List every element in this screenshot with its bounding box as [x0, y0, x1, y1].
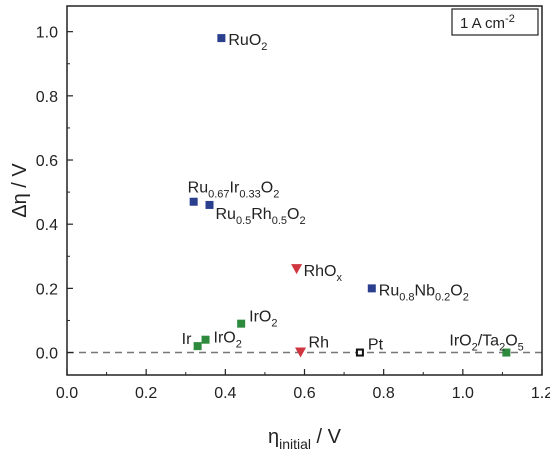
axis-ticks: 0.0 0.2 0.4 0.6 0.8 1.0 1.2 0.0 0.2 0.4 0.6 0.8 1.0 — [36, 25, 550, 402]
label-segment: Ru — [188, 180, 208, 197]
inset-label-main: 1 A cm — [460, 15, 505, 32]
data-point-label: Ir — [182, 331, 192, 348]
label-segment: 0.5 — [236, 215, 251, 227]
label-segment: x — [336, 272, 342, 284]
label-segment: 2 — [236, 339, 242, 351]
inset-annotation-text: 1 A cm-2 — [460, 13, 515, 32]
data-point — [502, 348, 511, 357]
y-axis-title: Δη / V — [9, 163, 31, 218]
label-segment: IrO — [449, 333, 471, 350]
data-point — [291, 264, 303, 275]
data-point — [189, 197, 198, 206]
label-segment: O — [450, 282, 462, 299]
label-segment: Ru — [216, 206, 236, 223]
data-point-label: Ru0.5Rh0.5O2 — [216, 206, 306, 227]
data-point — [205, 200, 214, 209]
data-point-label: IrO2/Ta2O5 — [449, 333, 523, 354]
label-segment: 2 — [499, 342, 505, 354]
y-tick-label: 0.6 — [36, 153, 58, 170]
label-segment: Ir — [182, 331, 192, 348]
label-segment: Rh — [251, 206, 271, 223]
label-segment: Ru — [379, 282, 399, 299]
label-segment: 2 — [299, 215, 305, 227]
label-segment: 5 — [518, 342, 524, 354]
data-point — [217, 34, 226, 43]
label-segment: 0.67 — [208, 189, 229, 201]
x-tick-label: 0.4 — [214, 385, 236, 402]
inset-label-sup: -2 — [505, 13, 515, 25]
data-point-label: Ru0.67Ir0.33O2 — [188, 180, 280, 201]
label-segment: RhO — [304, 263, 337, 280]
label-segment: Ir — [230, 180, 240, 197]
label-segment: 0.2 — [435, 291, 450, 303]
label-segment: IrO — [214, 330, 236, 347]
x-axis-title: ηinitial / V — [268, 426, 342, 452]
data-point — [295, 347, 307, 358]
data-point-label: Rh — [309, 335, 329, 352]
data-point-label: IrO2 — [249, 309, 277, 330]
y-tick-label: 1.0 — [36, 25, 58, 42]
label-segment: /Ta — [478, 333, 499, 350]
y-tick-label: 0.4 — [36, 217, 58, 234]
point-labels: RuO2Ru0.67Ir0.33O2Ru0.5Rh0.5O2Ru0.8Nb0.2… — [182, 32, 524, 353]
x-axis-title-sub: initial — [279, 436, 311, 452]
label-segment: 0.33 — [239, 189, 260, 201]
data-point-label: RuO2 — [228, 32, 267, 53]
label-segment: 2 — [271, 318, 277, 330]
label-segment: IrO — [249, 309, 271, 326]
label-segment: O — [505, 333, 517, 350]
label-segment: Nb — [415, 282, 436, 299]
data-point-label: RhOx — [304, 263, 343, 284]
x-tick-label: 1.2 — [531, 385, 550, 402]
data-point-label: Pt — [368, 337, 384, 354]
label-segment: O — [261, 180, 273, 197]
data-point — [201, 335, 210, 344]
label-segment: Pt — [368, 337, 384, 354]
inset-annotation-box: 1 A cm-2 — [451, 8, 539, 36]
data-point — [355, 348, 364, 357]
x-tick-label: 0.8 — [373, 385, 395, 402]
x-tick-label: 0.6 — [293, 385, 315, 402]
data-point — [237, 319, 246, 328]
y-tick-label: 0.2 — [36, 281, 58, 298]
data-point — [367, 284, 376, 293]
x-tick-label: 1.0 — [452, 385, 474, 402]
label-segment: Rh — [309, 335, 329, 352]
label-segment: 0.8 — [399, 291, 414, 303]
label-segment: O — [287, 206, 299, 223]
data-point — [193, 342, 202, 351]
label-segment: RuO — [228, 32, 261, 49]
plot-frame — [66, 5, 543, 376]
label-segment: 2 — [463, 291, 469, 303]
label-segment: 2 — [273, 189, 279, 201]
x-axis-title-unit: / V — [311, 426, 342, 448]
data-point-label: Ru0.8Nb0.2O2 — [379, 282, 469, 303]
y-tick-label: 0.0 — [36, 346, 58, 363]
x-tick-label: 0.2 — [135, 385, 157, 402]
label-segment: 2 — [472, 342, 478, 354]
x-tick-label: 0.0 — [56, 385, 78, 402]
data-point-label: IrO2 — [214, 330, 242, 351]
y-tick-label: 0.8 — [36, 89, 58, 106]
label-segment: 2 — [261, 41, 267, 53]
data-points — [189, 34, 511, 358]
x-axis-title-main: η — [268, 426, 279, 448]
label-segment: 0.5 — [272, 215, 287, 227]
